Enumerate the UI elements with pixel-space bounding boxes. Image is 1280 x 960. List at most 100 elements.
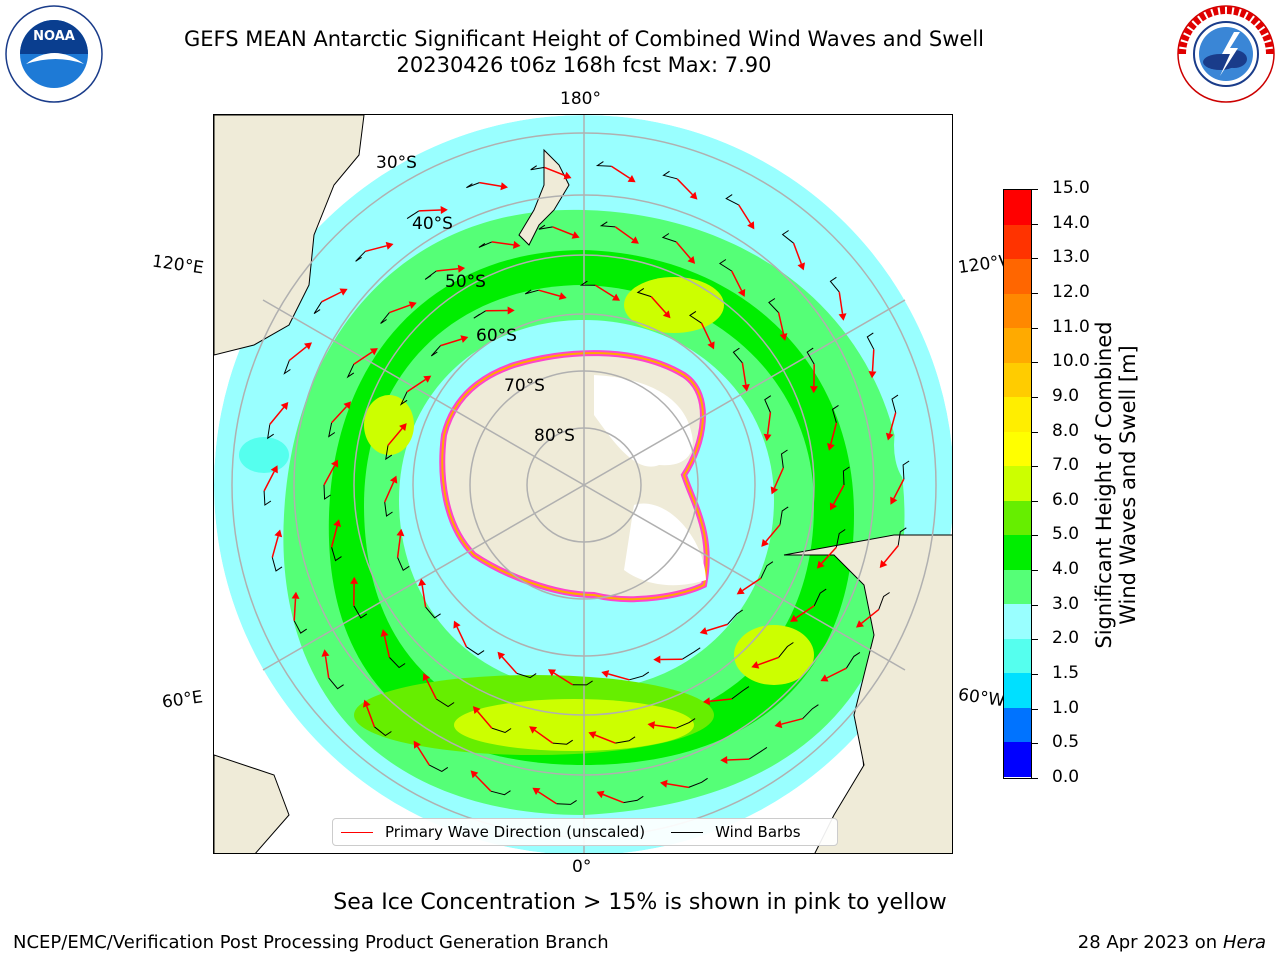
colorbar-tick-mark bbox=[1032, 466, 1038, 468]
wave-direction-arrow bbox=[456, 626, 468, 648]
wave-direction-arrow bbox=[742, 577, 762, 592]
wave-direction-arrowhead bbox=[331, 459, 339, 468]
wave-direction-arrow bbox=[552, 226, 574, 236]
wave-direction-arrowhead bbox=[507, 306, 515, 315]
noaa-logo: NOAA bbox=[5, 5, 103, 103]
colorbar-tick-label: 7.0 bbox=[1052, 455, 1080, 476]
wave-direction-arrow bbox=[826, 667, 847, 679]
wind-barb bbox=[780, 449, 788, 468]
wave-direction-arrow bbox=[675, 241, 692, 260]
wave-direction-arrowhead bbox=[761, 539, 769, 547]
wave-direction-arrowhead bbox=[321, 649, 330, 657]
colorbar-tick-label: 14.0 bbox=[1052, 212, 1090, 233]
wave-direction-arrowhead bbox=[774, 720, 783, 729]
colorbar-label-line1: Significant Height of Combined bbox=[1092, 321, 1116, 649]
colorbar-segment bbox=[1004, 190, 1031, 225]
wind-barb bbox=[490, 790, 511, 796]
wave-direction-arrow bbox=[741, 362, 747, 385]
chart-title: GEFS MEAN Antarctic Significant Height o… bbox=[183, 27, 985, 51]
wave-direction-arrow bbox=[353, 351, 373, 365]
wave-direction-arrowhead bbox=[389, 475, 398, 484]
colorbar-segment bbox=[1004, 604, 1031, 639]
wind-barb bbox=[779, 506, 789, 525]
wave-direction-arrow bbox=[614, 226, 634, 241]
colorbar-tick-mark bbox=[1032, 327, 1038, 329]
wind-barb bbox=[473, 310, 486, 319]
wave-direction-arrowhead bbox=[816, 560, 825, 569]
wave-direction-arrowhead bbox=[879, 560, 888, 568]
wave-direction-arrow bbox=[781, 717, 803, 725]
wave-direction-arrow bbox=[418, 209, 441, 212]
wave-direction-arrow bbox=[706, 623, 728, 632]
colorbar-tick-mark bbox=[1032, 570, 1038, 572]
wind-barb bbox=[835, 529, 846, 548]
wave-direction-arrowhead bbox=[751, 661, 760, 669]
wind-barb bbox=[732, 347, 743, 364]
wave-direction-arrowhead bbox=[497, 651, 506, 660]
wind-barb bbox=[682, 647, 701, 660]
wave-direction-swatch bbox=[341, 831, 373, 833]
wave-direction-arrowhead bbox=[707, 341, 715, 350]
colorbar-tick-label: 13.0 bbox=[1052, 247, 1090, 268]
wind-barb bbox=[355, 250, 366, 262]
wind-barb bbox=[829, 276, 840, 293]
wave-direction-arrow bbox=[595, 284, 615, 298]
colorbar-tick-label: 1.5 bbox=[1052, 663, 1080, 684]
legend-item-wave-direction: Primary Wave Direction (unscaled) bbox=[341, 823, 645, 841]
wave-direction-arrow bbox=[474, 774, 492, 792]
lat-label-30s: 30°S bbox=[376, 153, 417, 173]
colorbar-segment bbox=[1004, 431, 1031, 467]
colorbar-label-line2: Wind Waves and Swell [m] bbox=[1116, 345, 1140, 625]
wave-direction-arrowhead bbox=[763, 433, 772, 442]
wave-direction-arrowhead bbox=[647, 721, 655, 730]
wind-barb bbox=[397, 557, 410, 572]
wind-barb bbox=[385, 445, 393, 461]
wind-barb bbox=[271, 557, 283, 572]
colorbar-tick-mark bbox=[1032, 292, 1038, 294]
wave-direction-arrow bbox=[700, 322, 712, 344]
wave-direction-arrow bbox=[324, 656, 330, 679]
colorbar-segment bbox=[1004, 638, 1031, 674]
wave-direction-arrow bbox=[861, 609, 880, 624]
nws-logo bbox=[1177, 5, 1275, 103]
colorbar-segment bbox=[1004, 362, 1031, 398]
colorbar-segment bbox=[1004, 535, 1031, 570]
wind-barb bbox=[897, 527, 907, 546]
wind-barb bbox=[293, 620, 307, 634]
wind-barb bbox=[831, 404, 839, 423]
colorbar-tick-label: 6.0 bbox=[1052, 489, 1080, 510]
colorbar-tick-mark bbox=[1032, 743, 1038, 745]
wave-direction-arrowhead bbox=[627, 175, 636, 183]
wind-barb bbox=[436, 698, 455, 708]
colorbar-tick-mark bbox=[1032, 674, 1038, 676]
wind-barb bbox=[328, 422, 336, 438]
colorbar-tick-label: 12.0 bbox=[1052, 281, 1090, 302]
wave-direction-arrowhead bbox=[453, 620, 461, 629]
wave-direction-arrow bbox=[654, 724, 677, 729]
lat-label-60s: 60°S bbox=[476, 326, 517, 346]
wave-direction-arrow bbox=[269, 406, 285, 425]
wave-direction-arrowhead bbox=[687, 256, 696, 264]
antarctica bbox=[439, 350, 710, 603]
colorbar-tick-mark bbox=[1032, 500, 1038, 502]
lat-label-80s: 80°S bbox=[534, 426, 575, 446]
footer-date-text: 28 Apr 2023 on bbox=[1077, 932, 1218, 953]
wind-barb bbox=[530, 165, 545, 171]
wave-direction-arrowhead bbox=[660, 779, 668, 788]
wave-direction-arrowhead bbox=[350, 576, 359, 584]
wave-direction-arrowhead bbox=[770, 486, 779, 495]
wave-direction-arrow bbox=[676, 178, 694, 196]
wave-direction-arrow bbox=[838, 291, 844, 314]
wave-direction-arrowhead bbox=[380, 629, 389, 637]
wind-barb bbox=[725, 194, 739, 206]
wave-direction-arrow bbox=[436, 267, 459, 272]
legend-label: Wind Barbs bbox=[715, 823, 801, 841]
wave-direction-arrowhead bbox=[399, 423, 407, 431]
wind-barb bbox=[516, 672, 537, 679]
wind-barb bbox=[718, 259, 732, 272]
colorbar-tick-mark bbox=[1032, 535, 1038, 537]
wind-barb bbox=[328, 677, 344, 690]
footer-machine: Hera bbox=[1222, 932, 1266, 953]
wave-direction-arrowhead bbox=[339, 288, 348, 296]
wave-direction-arrow bbox=[384, 481, 395, 503]
